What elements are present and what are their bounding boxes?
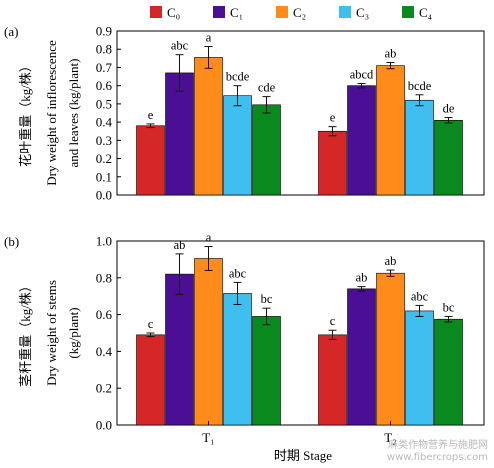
legend-label: C₁	[230, 5, 243, 20]
bar	[223, 95, 252, 196]
significance-label: bc	[261, 292, 273, 306]
legend-label: C₀	[167, 5, 180, 20]
y-axis-title-en-1: Dry weight of inflorescence	[44, 40, 59, 186]
y-tick-label: 0.2	[96, 381, 112, 396]
bar	[318, 334, 347, 426]
y-tick-label: 0.3	[96, 133, 112, 148]
y-axis-title-en-2: and leaves (kg/plant)	[66, 58, 81, 167]
significance-label: e	[330, 111, 336, 125]
watermark-line-1: 麻类作物营养与施肥网	[388, 440, 488, 451]
significance-label: a	[206, 231, 212, 245]
legend-label: C₃	[356, 5, 369, 20]
significance-label: c	[148, 317, 154, 331]
y-tick-label: 0.2	[96, 151, 112, 166]
legend-swatch	[276, 6, 288, 18]
panel-a: 0.0 0.1 0.2 0.3 0.4 0.5 0.6 0.7 0.8 0.9 (a) 花叶重量（kg…	[4, 24, 485, 203]
bar	[318, 130, 347, 196]
bar	[136, 334, 165, 426]
bar	[405, 99, 434, 196]
bar	[252, 316, 281, 426]
bar	[434, 318, 463, 426]
significance-label: abc	[171, 39, 189, 53]
x-tick-label: T₂	[384, 430, 396, 445]
panel-b: 0.0 0.2 0.4 0.6 0.8 1.0 (b) 茎秆重量（kg/株） Dry weigh…	[4, 231, 485, 445]
legend: C₀ C₁ C₂ C₃ C₄	[150, 5, 433, 20]
significance-label: bc	[443, 300, 455, 314]
significance-label: a	[206, 30, 212, 44]
y-tick-label: 0.0	[96, 418, 112, 433]
y-tick-label: 0.7	[96, 60, 113, 75]
bar	[376, 65, 405, 196]
y-tick-label: 0.6	[96, 307, 113, 322]
y-axis-title-en-2: (kg/plant)	[66, 307, 81, 358]
y-tick-label: 0.0	[96, 188, 112, 203]
x-tick-label: T₁	[202, 430, 214, 445]
y-tick-label: 0.8	[96, 270, 112, 285]
significance-label: ab	[385, 254, 397, 268]
bar	[194, 57, 223, 196]
y-tick-label: 0.8	[96, 42, 112, 57]
y-tick-label: 0.4	[96, 115, 113, 130]
watermark: 麻类作物营养与施肥网 www.fibercrops.com	[387, 440, 488, 464]
bar	[347, 85, 376, 196]
plot-frame	[116, 240, 485, 426]
bar	[165, 273, 194, 426]
y-tick-label: 0.1	[96, 169, 112, 184]
legend-swatch	[213, 6, 225, 18]
significance-label: abc	[411, 289, 429, 303]
bar	[376, 272, 405, 426]
panel-label: (b)	[4, 234, 19, 249]
legend-label: C₂	[293, 5, 306, 20]
significance-label: abcd	[350, 67, 374, 81]
y-tick-label: 1.0	[96, 234, 112, 249]
legend-swatch	[339, 6, 351, 18]
significance-label: ab	[174, 238, 186, 252]
y-axis-title-cn: 茎秆重量（kg/株）	[18, 279, 33, 387]
bar	[405, 310, 434, 426]
legend-swatch	[402, 6, 414, 18]
y-tick-label: 0.6	[96, 78, 113, 93]
significance-label: abc	[229, 266, 247, 280]
bar	[434, 119, 463, 196]
y-tick-label: 0.4	[96, 344, 113, 359]
significance-label: e	[148, 108, 154, 122]
y-tick-label: 0.9	[96, 24, 112, 39]
significance-label: ab	[385, 47, 397, 61]
significance-label: ab	[356, 271, 368, 285]
legend-label: C₄	[419, 5, 433, 20]
y-tick-label: 0.5	[96, 96, 112, 111]
bar	[252, 104, 281, 196]
y-axis-title-cn: 花叶重量（kg/株）	[18, 59, 33, 167]
panel-label: (a)	[4, 24, 18, 39]
significance-label: c	[330, 314, 336, 328]
bar	[347, 288, 376, 426]
bar	[223, 293, 252, 426]
plot-frame	[116, 30, 485, 196]
bar	[136, 125, 165, 196]
significance-label: bcde	[226, 70, 250, 84]
significance-label: de	[443, 102, 455, 116]
legend-swatch	[150, 6, 162, 18]
y-axis-title-en-1: Dry weight of stems	[44, 280, 59, 386]
significance-label: cde	[258, 81, 276, 95]
bar	[165, 72, 194, 196]
bar	[194, 258, 223, 426]
watermark-line-2: www.fibercrops.com	[386, 452, 488, 463]
significance-label: bcde	[408, 79, 432, 93]
x-axis-title: 时期 Stage	[274, 448, 332, 463]
